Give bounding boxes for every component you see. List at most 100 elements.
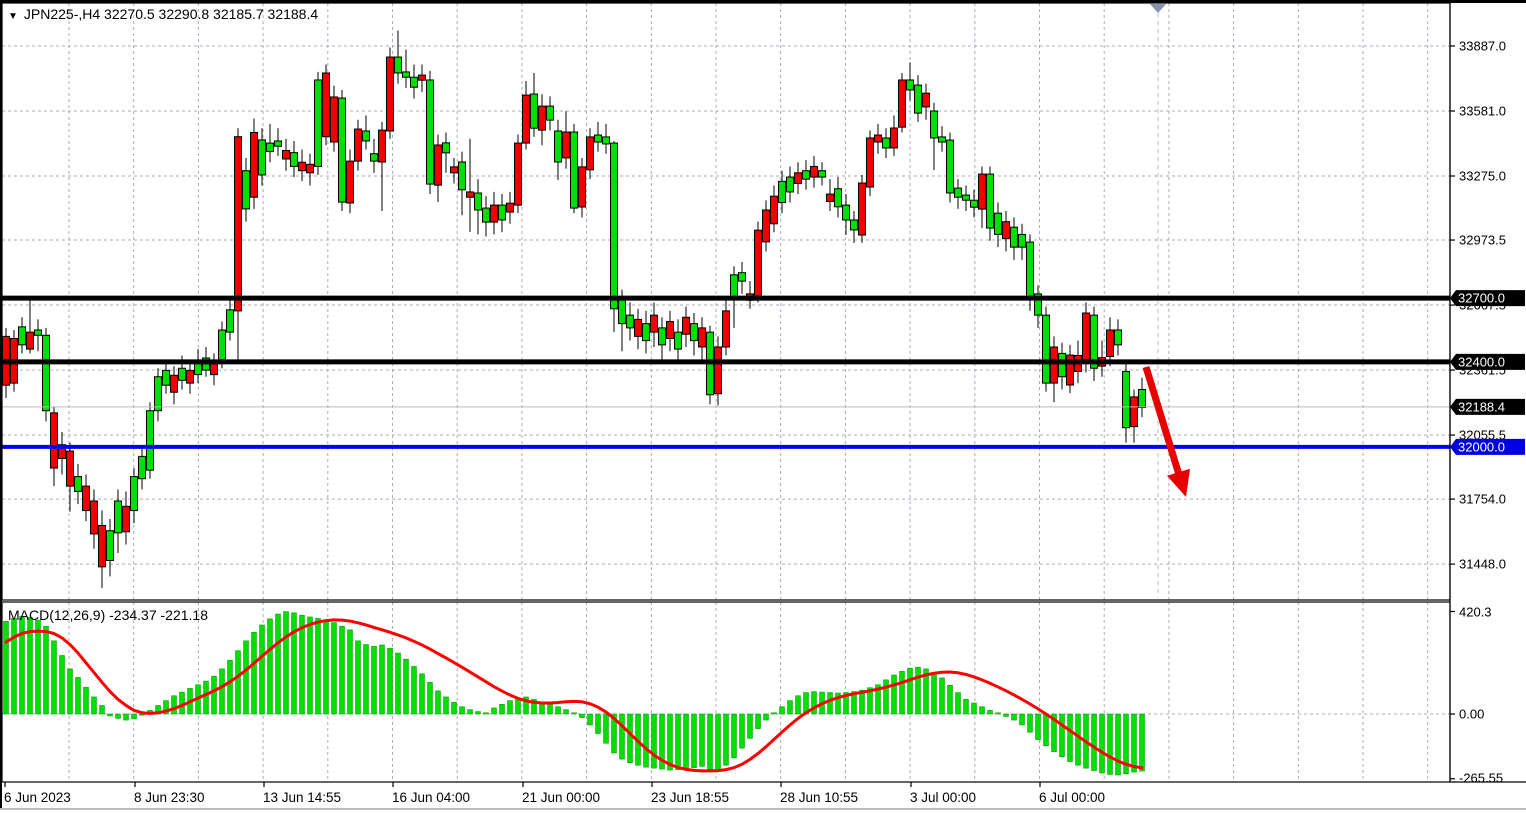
candle-body <box>754 229 762 297</box>
candle-body <box>442 142 450 154</box>
macd-histogram-bar <box>515 697 521 715</box>
candle-body <box>306 163 314 174</box>
price-tag-box <box>1450 353 1525 370</box>
macd-histogram-bar <box>75 677 81 715</box>
chart-title-text: JPN225-,H4 32270.5 32290.8 32185.7 32188… <box>23 6 319 22</box>
macd-histogram-bar <box>307 616 313 715</box>
arrow-head-icon[interactable] <box>1167 468 1190 497</box>
macd-histogram-bar <box>699 713 705 767</box>
macd-axis-label: 420.3 <box>1459 605 1492 620</box>
candle-body <box>962 194 970 201</box>
candle-body <box>178 367 186 381</box>
macd-histogram-bar <box>523 696 529 715</box>
macd-histogram-bar <box>395 652 401 715</box>
candle-body <box>146 410 154 471</box>
candle-body <box>66 450 74 487</box>
price-tag-box <box>1450 398 1525 415</box>
macd-histogram-bar <box>1091 713 1097 771</box>
time-axis-label: 6 Jul 00:00 <box>1039 790 1105 805</box>
price-axis-label: 31448.0 <box>1459 557 1506 572</box>
macd-histogram-bar <box>771 712 777 715</box>
candle-body <box>610 142 618 310</box>
macd-histogram-bar <box>787 700 793 715</box>
macd-histogram-bar <box>171 695 177 715</box>
macd-histogram-bar <box>723 713 729 766</box>
arrow-shaft[interactable] <box>1142 365 1184 480</box>
candle-body <box>602 136 610 145</box>
macd-histogram-bar <box>339 625 345 715</box>
candle-body <box>298 161 306 172</box>
candle-body <box>882 137 890 149</box>
macd-histogram-bar <box>19 616 25 715</box>
time-axis-label: 8 Jun 23:30 <box>134 790 205 805</box>
candle-body <box>34 329 42 336</box>
price-axis-label: 33581.0 <box>1459 103 1506 118</box>
macd-histogram-bar <box>683 713 689 770</box>
candle-body <box>938 136 946 143</box>
candle-body <box>290 152 298 167</box>
macd-histogram-bar <box>979 706 985 715</box>
candle-body <box>394 56 402 74</box>
candle-body <box>898 79 906 128</box>
candle-body <box>42 334 50 412</box>
macd-histogram-bar <box>963 699 969 715</box>
price-tag-text: 32000.0 <box>1458 439 1505 454</box>
arrow-annotation[interactable] <box>1142 365 1190 497</box>
macd-histogram-bar <box>987 710 993 715</box>
macd-histogram-bar <box>827 692 833 715</box>
candle-body <box>594 134 602 143</box>
price-axis-label: 32055.5 <box>1459 428 1506 443</box>
macd-histogram-bar <box>891 674 897 715</box>
macd-histogram-bar <box>379 644 385 715</box>
macd-histogram-bar <box>1043 713 1049 746</box>
candle-body <box>378 129 386 163</box>
macd-histogram-bar <box>251 632 257 715</box>
symbol-dropdown-icon[interactable]: ▼ <box>8 11 18 22</box>
macd-histogram-bar <box>1075 713 1081 766</box>
macd-histogram-bar <box>67 668 73 715</box>
macd-histogram-bar <box>555 706 561 715</box>
scroll-end-marker-icon <box>1150 4 1166 13</box>
macd-histogram-bar <box>1019 713 1025 726</box>
candle-body <box>162 369 170 386</box>
macd-histogram-bar <box>291 612 297 715</box>
candle-body <box>1010 226 1018 248</box>
candle-body <box>786 176 794 193</box>
candle-body <box>866 137 874 188</box>
macd-histogram-bar <box>843 692 849 715</box>
candle-body <box>506 202 514 213</box>
candle-body <box>362 130 370 142</box>
candle-body <box>1082 312 1090 362</box>
candle-body <box>538 105 546 131</box>
candle-body <box>474 192 482 211</box>
price-tag-text: 32188.4 <box>1458 399 1505 414</box>
macd-histogram-bar <box>795 695 801 715</box>
macd-histogram-bar <box>99 705 105 715</box>
candle-body <box>730 274 738 299</box>
candle-body <box>1066 354 1074 386</box>
macd-histogram-bar <box>211 675 217 715</box>
macd-histogram-bar <box>43 625 49 715</box>
macd-histogram-bar <box>323 619 329 715</box>
macd-histogram-bar <box>587 713 593 726</box>
macd-histogram-bar <box>627 713 633 764</box>
candle-body <box>946 139 954 194</box>
candle-body <box>410 76 418 88</box>
macd-histogram-bar <box>915 666 921 715</box>
macd-histogram-bar <box>715 713 721 771</box>
window-top-border <box>0 0 1526 3</box>
macd-histogram-bar <box>707 713 713 770</box>
candle-body <box>1114 329 1122 346</box>
time-axis-label: 16 Jun 04:00 <box>392 790 470 805</box>
macd-histogram-bar <box>1051 713 1057 753</box>
macd-histogram-bar <box>347 629 353 715</box>
macd-histogram-bar <box>691 713 697 768</box>
macd-histogram-bar <box>435 690 441 715</box>
candle-body <box>26 331 34 350</box>
macd-histogram-bar <box>755 713 761 729</box>
candle-body <box>186 369 194 384</box>
macd-histogram-bar <box>939 677 945 715</box>
price-tag-32400.0: 32400.0 <box>1450 353 1525 370</box>
macd-histogram-bar <box>51 640 57 715</box>
